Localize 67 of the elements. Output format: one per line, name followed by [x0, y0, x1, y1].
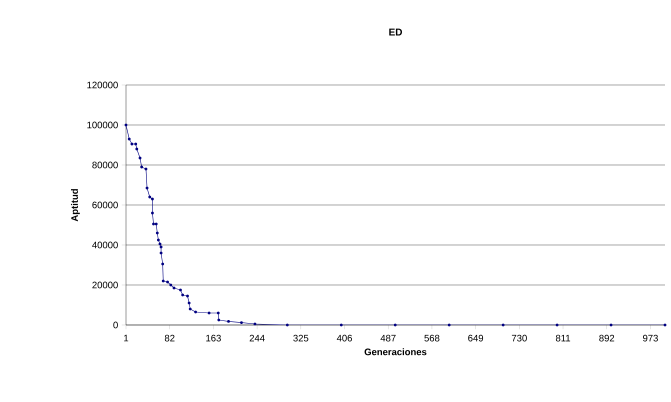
y-tick-label: 80000 [92, 162, 118, 168]
point [216, 312, 220, 314]
x-tick-label: 892 [599, 334, 614, 342]
x-tick-label: 973 [642, 334, 658, 342]
point [152, 222, 155, 226]
point [208, 312, 210, 314]
x-tick-label: 325 [293, 334, 308, 342]
point [664, 324, 666, 326]
point [162, 280, 165, 282]
y-tick-label: 0 [113, 322, 118, 328]
x-tick-label: 82 [164, 334, 174, 342]
x-tick-label: 811 [556, 334, 570, 342]
point [160, 252, 162, 254]
point [240, 321, 243, 324]
point [610, 324, 612, 326]
point [502, 324, 505, 326]
x-tick-label: 1 [124, 334, 128, 342]
point [181, 294, 184, 296]
x-tick-label: 244 [250, 334, 265, 342]
point [156, 232, 159, 234]
point [394, 324, 397, 326]
point [146, 186, 148, 190]
point [144, 168, 148, 170]
point [217, 318, 220, 322]
point [227, 320, 230, 323]
y-tick-label: 40000 [92, 242, 118, 248]
point [158, 242, 162, 246]
point [128, 138, 131, 140]
point [156, 238, 160, 242]
point [186, 294, 189, 298]
point [161, 262, 164, 266]
x-tick-label: 406 [336, 334, 352, 342]
y-tick-label: 120000 [87, 82, 118, 88]
point [169, 284, 172, 286]
point [448, 324, 451, 326]
point [138, 156, 142, 160]
point [134, 142, 138, 146]
point [130, 142, 134, 146]
point [179, 288, 182, 292]
y-axis-title: Aptitud [70, 189, 80, 222]
point [151, 198, 154, 200]
point [166, 280, 169, 284]
point [254, 322, 256, 326]
point [160, 246, 162, 248]
x-axis-title: Generaciones [364, 348, 426, 356]
point [140, 166, 144, 168]
x-tick-label: 730 [512, 334, 527, 342]
point [151, 212, 154, 214]
point [188, 308, 192, 310]
point [340, 324, 343, 326]
x-tick-label: 487 [380, 334, 396, 342]
point [154, 222, 158, 226]
x-tick-label: 568 [424, 334, 440, 342]
y-tick-label: 60000 [92, 202, 118, 208]
point [148, 196, 152, 198]
y-tick-label: 20000 [92, 282, 118, 288]
point [556, 324, 558, 326]
x-tick-label: 163 [206, 334, 221, 342]
point [172, 286, 176, 290]
chart-title: ED [389, 28, 402, 36]
x-tick-label: 649 [468, 334, 484, 342]
point [286, 324, 289, 326]
y-tick-label: 100000 [87, 122, 118, 128]
point [135, 148, 138, 150]
point [194, 310, 198, 314]
point [188, 302, 191, 304]
point [124, 124, 128, 126]
